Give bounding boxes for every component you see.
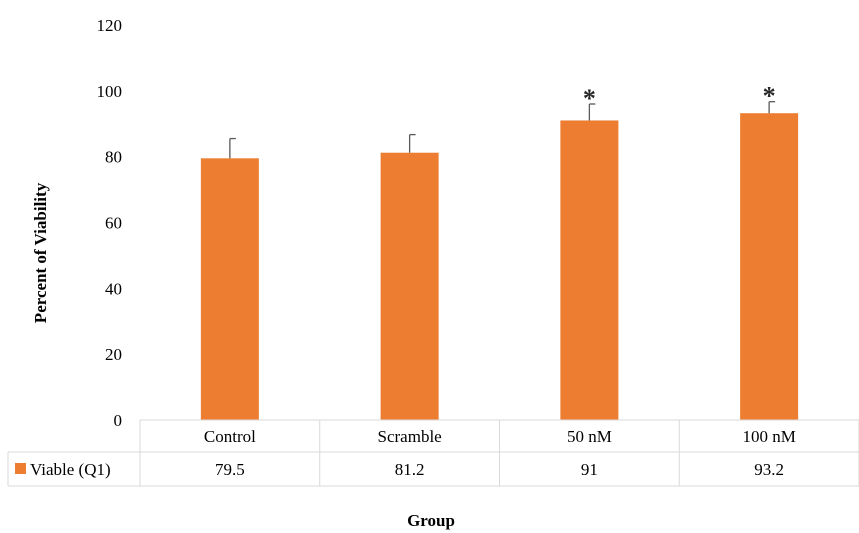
table-value-cell: 81.2 bbox=[395, 460, 425, 479]
x-axis-title: Group bbox=[407, 511, 455, 530]
bar-4 bbox=[740, 113, 799, 420]
y-axis-title: Percent of Viability bbox=[31, 182, 50, 323]
y-tick-label: 120 bbox=[97, 16, 123, 35]
bar-2 bbox=[380, 152, 439, 420]
legend-swatch bbox=[15, 463, 26, 474]
y-axis-ticks: 0 20 40 60 80 100 120 bbox=[97, 16, 123, 430]
legend-label: Viable (Q1) bbox=[30, 460, 111, 479]
y-tick-label: 0 bbox=[114, 411, 123, 430]
y-tick-label: 80 bbox=[105, 148, 122, 167]
error-bars-layer bbox=[229, 101, 776, 159]
y-tick-label: 60 bbox=[105, 214, 122, 233]
x-category-label: 50 nM bbox=[567, 427, 612, 446]
table-value-cell: 93.2 bbox=[754, 460, 784, 479]
bar-3 bbox=[560, 120, 619, 420]
significance-star: * bbox=[763, 82, 776, 111]
y-tick-label: 20 bbox=[105, 345, 122, 364]
x-category-label: Control bbox=[204, 427, 256, 446]
y-tick-label: 100 bbox=[97, 82, 123, 101]
table-value-cell: 79.5 bbox=[215, 460, 245, 479]
table-value-cell: 91 bbox=[581, 460, 598, 479]
bars-layer bbox=[200, 113, 799, 420]
y-tick-label: 40 bbox=[105, 279, 122, 298]
bar-1 bbox=[200, 158, 259, 420]
significance-markers: * * bbox=[583, 82, 776, 113]
x-category-label: Scramble bbox=[378, 427, 442, 446]
significance-star: * bbox=[583, 84, 596, 113]
data-table: Control 79.5 Scramble 81.2 50 nM 91 100 nM 93.2… bbox=[7, 419, 859, 487]
x-category-label: 100 nM bbox=[742, 427, 795, 446]
